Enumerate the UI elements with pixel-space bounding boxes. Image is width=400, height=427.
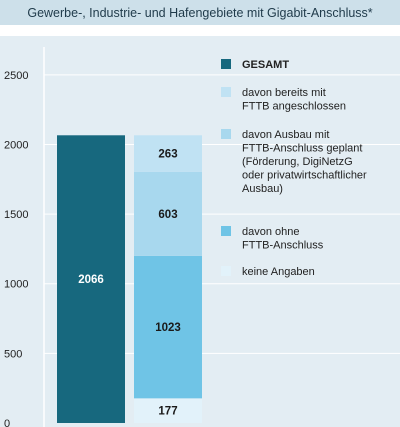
- data-label: 1023: [155, 322, 181, 334]
- y-tick-label: 2000: [4, 139, 28, 151]
- y-tick-label: 0: [4, 418, 10, 427]
- bar-segment: [134, 135, 202, 172]
- legend-label: davon Ausbau mit: [242, 129, 329, 141]
- chart-area: 0 500 1000 1500 2000 2500 2066 177 1023 603 263 GES…: [0, 36, 400, 427]
- bar-segment: [134, 398, 202, 423]
- stacked-bar-chart: 0 500 1000 1500 2000 2500 2066 177 1023 603 263 GES…: [4, 47, 400, 427]
- legend-swatch: [221, 87, 231, 97]
- chart-title: Gewerbe-, Industrie- und Hafengebiete mi…: [27, 5, 373, 20]
- bar-segment: [57, 135, 125, 423]
- y-tick-label: 1000: [4, 279, 28, 291]
- legend-swatch: [221, 129, 231, 139]
- legend-swatch: [221, 226, 231, 236]
- legend-swatch: [221, 59, 231, 69]
- bar-segment: [134, 255, 202, 399]
- legend-label: FTTB-Anschluss: [242, 240, 324, 252]
- legend-label: FTTB-Anschluss geplant: [242, 143, 362, 155]
- legend-label: (Förderung, DigiNetzG: [242, 156, 353, 168]
- legend-label: davon ohne: [242, 226, 300, 238]
- legend-label: Ausbau): [242, 183, 283, 195]
- legend-label: keine Angaben: [242, 266, 315, 278]
- legend-label: davon bereits mit: [242, 87, 326, 99]
- legend-label: GESAMT: [242, 59, 289, 71]
- data-label: 2066: [78, 274, 104, 286]
- legend-swatch: [221, 266, 231, 276]
- data-label: 603: [158, 209, 177, 221]
- legend-label: oder privatwirtschaftlicher: [242, 170, 367, 182]
- bar-segment: [134, 171, 202, 256]
- legend-label: FTTB angeschlossen: [242, 101, 346, 113]
- title-bar: Gewerbe-, Industrie- und Hafengebiete mi…: [0, 0, 400, 25]
- data-label: 177: [158, 406, 177, 418]
- y-tick-label: 2500: [4, 70, 28, 82]
- y-tick-label: 500: [4, 348, 22, 360]
- data-label: 263: [158, 149, 177, 161]
- y-tick-label: 1500: [4, 209, 28, 221]
